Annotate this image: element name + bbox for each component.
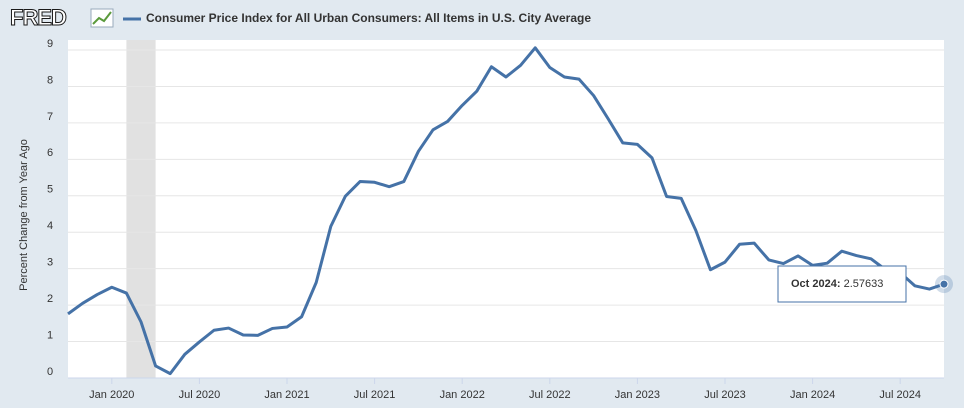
y-tick-label: 5 — [47, 184, 53, 196]
y-axis-label: Percent Change from Year Ago — [18, 139, 30, 291]
x-tick-label: Jan 2020 — [89, 389, 134, 401]
y-tick-label: 8 — [47, 74, 53, 86]
legend-title: Consumer Price Index for All Urban Consu… — [146, 11, 591, 25]
tooltip-value: 2.57633 — [844, 278, 884, 290]
x-tick-label: Jul 2020 — [179, 389, 221, 401]
x-tick-label: Jan 2024 — [790, 389, 835, 401]
x-tick-label: Jan 2023 — [615, 389, 660, 401]
y-tick-label: 7 — [47, 111, 53, 123]
logo-icon — [90, 8, 114, 28]
x-tick-label: Jan 2021 — [264, 389, 309, 401]
tooltip-box — [777, 265, 907, 303]
recession-shade — [126, 40, 156, 378]
y-tick-label: 1 — [47, 329, 53, 341]
x-tick-label: Jan 2022 — [440, 389, 485, 401]
x-tick-label: Jul 2024 — [879, 389, 921, 401]
tooltip-label: Oct 2024: — [791, 278, 841, 290]
y-tick-label: 3 — [47, 257, 53, 269]
y-tick-label: 6 — [47, 147, 53, 159]
x-tick-label: Jul 2023 — [704, 389, 746, 401]
series-line — [67, 46, 945, 376]
y-tick-label: 4 — [47, 220, 53, 232]
tooltip-text: Oct 2024: 2.57633 — [791, 278, 883, 290]
plot-area — [68, 40, 944, 378]
y-tick-label: 9 — [47, 38, 53, 50]
logo: FRED — [10, 5, 66, 30]
hover-point — [939, 279, 949, 289]
x-tick-label: Jul 2022 — [529, 389, 571, 401]
y-tick-label: 0 — [47, 366, 53, 378]
y-tick-label: 2 — [47, 293, 53, 305]
x-tick-label: Jul 2021 — [354, 389, 396, 401]
